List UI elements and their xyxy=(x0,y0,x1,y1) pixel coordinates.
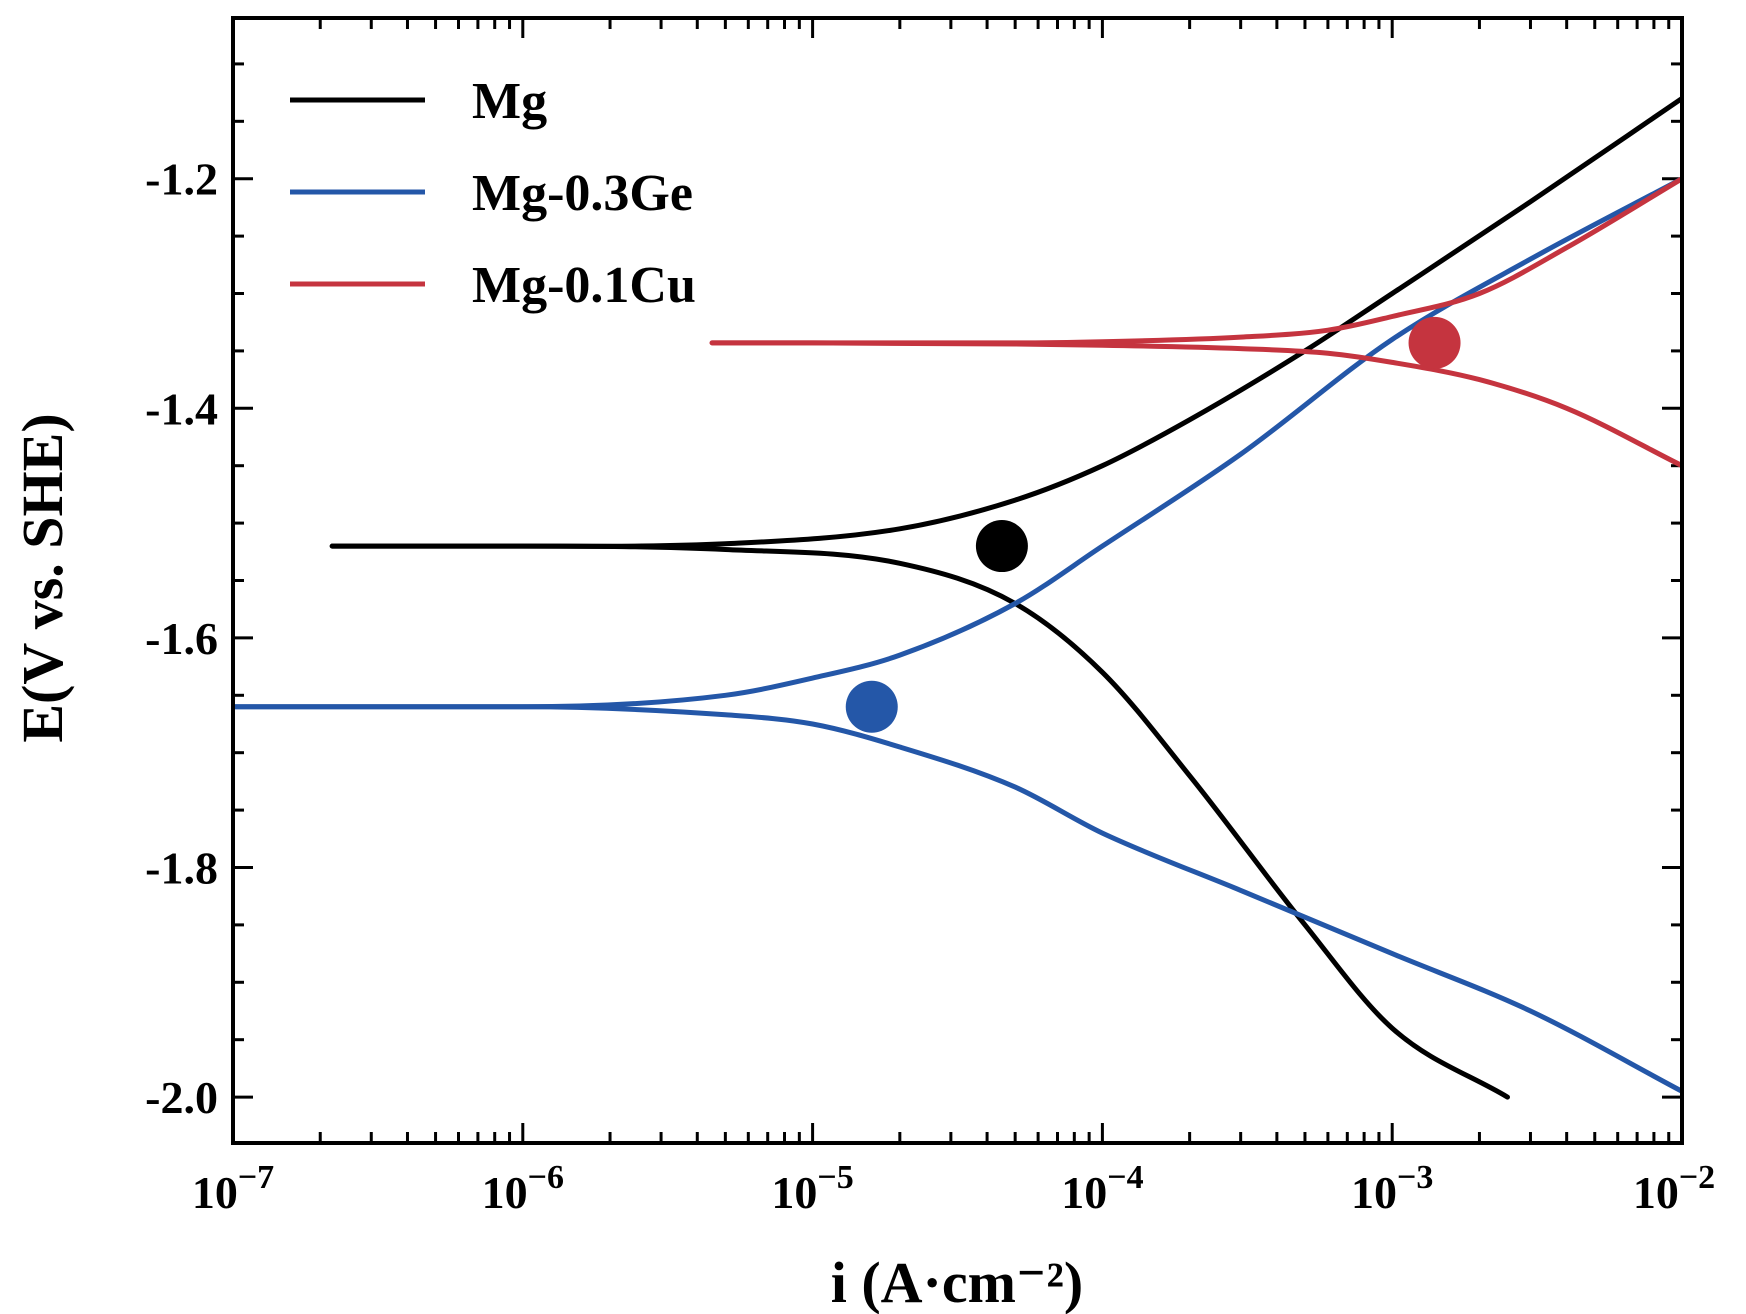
corrosion-point xyxy=(1408,316,1461,369)
x-tick-label: 10−2 xyxy=(1633,1159,1715,1218)
corrosion-point xyxy=(845,680,898,733)
corrosion-point xyxy=(975,520,1028,573)
series-line-anodic xyxy=(233,176,1682,710)
series-line-cathodic xyxy=(233,704,1682,1094)
x-tick-label: 10−7 xyxy=(192,1159,274,1218)
corrosion-markers xyxy=(845,316,1461,733)
y-tick-label: -1.4 xyxy=(145,383,218,434)
legend: Mg Mg-0.3Ge Mg-0.1Cu xyxy=(290,73,696,314)
y-tick-label: -1.6 xyxy=(145,613,218,664)
x-tick-label: 10−4 xyxy=(1061,1159,1143,1218)
series-line-cathodic xyxy=(329,543,1510,1100)
plot-frame xyxy=(231,16,1684,1145)
legend-label: Mg-0.1Cu xyxy=(472,257,696,314)
x-tick-label: 10−5 xyxy=(771,1159,853,1218)
y-tick-label: -2.0 xyxy=(145,1072,218,1123)
y-tick-labels: -1.2 -1.4 -1.6 -1.8 -2.0 xyxy=(145,154,218,1123)
x-tick-label: 10−3 xyxy=(1351,1159,1433,1218)
y-tick-label: -1.8 xyxy=(145,842,218,893)
series-line-cathodic xyxy=(709,340,1682,469)
y-tick-label: -1.2 xyxy=(145,154,218,205)
series-lines xyxy=(233,95,1682,1100)
legend-label: Mg-0.3Ge xyxy=(472,165,693,222)
series-line-anodic xyxy=(709,176,1682,346)
x-axis-title: i (A·cm⁻²) xyxy=(831,1250,1084,1314)
y-axis-title: E(V vs. SHE) xyxy=(10,413,75,742)
x-tick-label: 10−6 xyxy=(482,1159,564,1218)
legend-label: Mg xyxy=(472,73,547,130)
x-tick-labels: 10−7 10−6 10−5 10−4 10−3 10−2 xyxy=(192,1159,1715,1218)
